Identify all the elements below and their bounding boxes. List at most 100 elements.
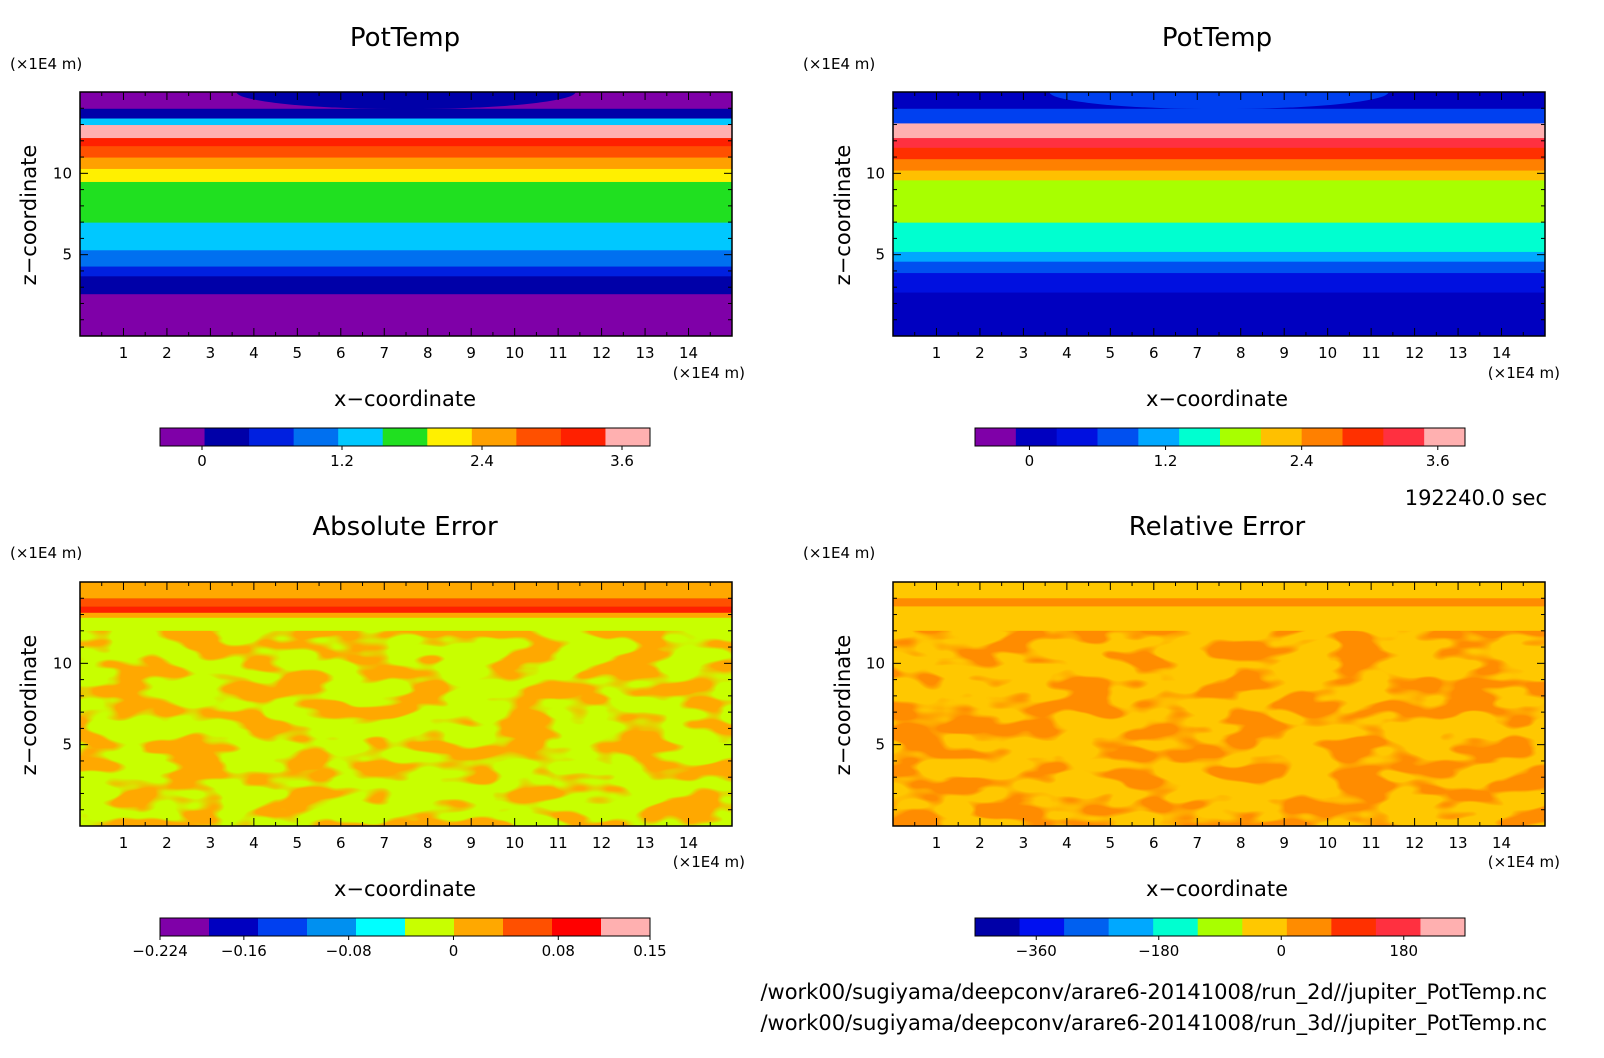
x-tick-label: 8: [1236, 834, 1246, 852]
colorbar-swatch: [160, 918, 210, 936]
y-axis-label: z−coordinate: [17, 635, 41, 776]
x-axis-label: x−coordinate: [334, 387, 476, 411]
panel-pottemp-3d: PotTemp (×1E4 m) 1 2 3 4 5 6 7 8 9 10 11 12 13 14510 …: [803, 23, 1560, 470]
colorbar-label: 180: [1389, 942, 1418, 960]
colorbar-label: 0.15: [633, 942, 666, 960]
colorbar-swatch: [1179, 428, 1221, 446]
colorbar-swatch: [209, 918, 259, 936]
colorbar-label: 0: [1276, 942, 1286, 960]
contour-band: [80, 275, 732, 295]
colorbar-swatch: [405, 918, 455, 936]
colorbar-label: −0.224: [132, 942, 188, 960]
panel-title: PotTemp: [350, 23, 460, 53]
x-tick-label: 4: [249, 344, 259, 362]
colorbar-swatch: [1331, 918, 1377, 936]
x-tick-label: 13: [636, 344, 655, 362]
panel-title: Absolute Error: [312, 512, 498, 542]
colorbar: −360 −180 0 180: [974, 917, 1466, 960]
x-tick-label: 2: [162, 344, 172, 362]
contour-dome: [1049, 92, 1389, 110]
x-tick-label: 12: [1405, 834, 1424, 852]
x-tick-label: 8: [1236, 344, 1246, 362]
colorbar-label: −360: [1016, 942, 1057, 960]
x-tick-label: 1: [932, 344, 942, 362]
colorbar-swatch: [1260, 428, 1303, 446]
time-label: 192240.0 sec: [1405, 486, 1547, 510]
colorbar-swatch: [1153, 918, 1199, 936]
colorbar-swatch: [503, 918, 553, 936]
colorbar-swatch: [1375, 918, 1421, 936]
y-unit-label: (×1E4 m): [803, 55, 875, 73]
colorbar-swatch: [1015, 428, 1058, 446]
colorbar-swatch: [258, 918, 308, 936]
colorbar-label: 2.4: [1290, 452, 1314, 470]
x-tick-label: 8: [423, 344, 433, 362]
colorbar-swatch: [338, 428, 384, 446]
contour-band: [80, 145, 732, 158]
x-axis-label: x−coordinate: [334, 877, 476, 901]
colorbar-swatch: [249, 428, 295, 446]
contour-band: [893, 222, 1545, 252]
colorbar-swatch: [560, 428, 606, 446]
x-tick-label: 10: [505, 834, 524, 852]
y-tick-label: 5: [62, 246, 72, 264]
x-tick-label: 12: [592, 834, 611, 852]
x-axis-label: x−coordinate: [1146, 387, 1288, 411]
contour-stripe: [893, 582, 1545, 599]
contour-band: [80, 118, 732, 126]
colorbar-swatch: [516, 428, 562, 446]
x-unit-label: (×1E4 m): [673, 853, 745, 871]
contour-fill: [80, 92, 732, 336]
x-tick-label: 13: [636, 834, 655, 852]
colorbar-label: 2.4: [470, 452, 494, 470]
x-tick-label: 5: [1106, 344, 1116, 362]
x-tick-label: 10: [1318, 344, 1337, 362]
x-tick-label: 6: [336, 834, 346, 852]
colorbar-label: 0: [197, 452, 207, 470]
x-tick-label: 11: [1362, 344, 1381, 362]
colorbar-swatch: [1064, 918, 1110, 936]
colorbar-swatch: [1220, 428, 1262, 446]
x-tick-label: 9: [1279, 344, 1289, 362]
x-tick-label: 12: [1405, 344, 1424, 362]
x-tick-label: 1: [119, 344, 129, 362]
colorbar-swatch: [975, 918, 1021, 936]
x-unit-label: (×1E4 m): [1488, 364, 1560, 382]
x-tick-label: 6: [1149, 834, 1159, 852]
contour-band: [893, 179, 1545, 223]
y-tick-label: 10: [866, 654, 885, 672]
contour-band: [80, 137, 732, 147]
contour-band: [80, 168, 732, 182]
colorbar-label: 3.6: [1426, 452, 1450, 470]
colorbar-swatch: [1286, 918, 1332, 936]
y-tick-label: 10: [53, 654, 72, 672]
colorbar-frame: [159, 427, 651, 447]
file-path-3d: /work00/sugiyama/deepconv/arare6-2014100…: [760, 1011, 1547, 1036]
contour-band: [893, 122, 1545, 139]
contour-fill: [893, 92, 1545, 336]
colorbar-swatch: [204, 428, 250, 446]
x-tick-label: 14: [679, 834, 698, 852]
contour-band: [80, 108, 732, 119]
y-axis-label: z−coordinate: [831, 635, 855, 776]
x-tick-label: 11: [1362, 834, 1381, 852]
y-axis-label: z−coordinate: [831, 145, 855, 286]
colorbar-swatch: [1420, 918, 1466, 936]
contour-stripe: [80, 582, 732, 599]
contour-patches: [80, 630, 732, 826]
colorbar-swatch: [307, 918, 357, 936]
x-tick-label: 2: [975, 834, 985, 852]
y-unit-label: (×1E4 m): [803, 544, 875, 562]
colorbar-swatch: [605, 428, 651, 446]
contour-band: [80, 222, 732, 251]
contour-stripe: [80, 612, 732, 618]
colorbar: 0 1.2 2.4 3.6: [974, 427, 1466, 470]
colorbar-frame: [974, 427, 1466, 447]
x-tick-label: 7: [379, 834, 389, 852]
panel-relative-error: Relative Error (×1E4 m) 1 2 3 4 5 6 7 8 9 10 11 12 1…: [803, 512, 1560, 960]
colorbar-swatch: [1383, 428, 1425, 446]
colorbar-label: 0: [449, 942, 459, 960]
panel-absolute-error: Absolute Error (×1E4 m) 1 2 3 4 5 6 7 8 9 10 11 12 1…: [10, 512, 745, 960]
colorbar-swatch: [1097, 428, 1139, 446]
y-tick-label: 5: [875, 736, 885, 754]
